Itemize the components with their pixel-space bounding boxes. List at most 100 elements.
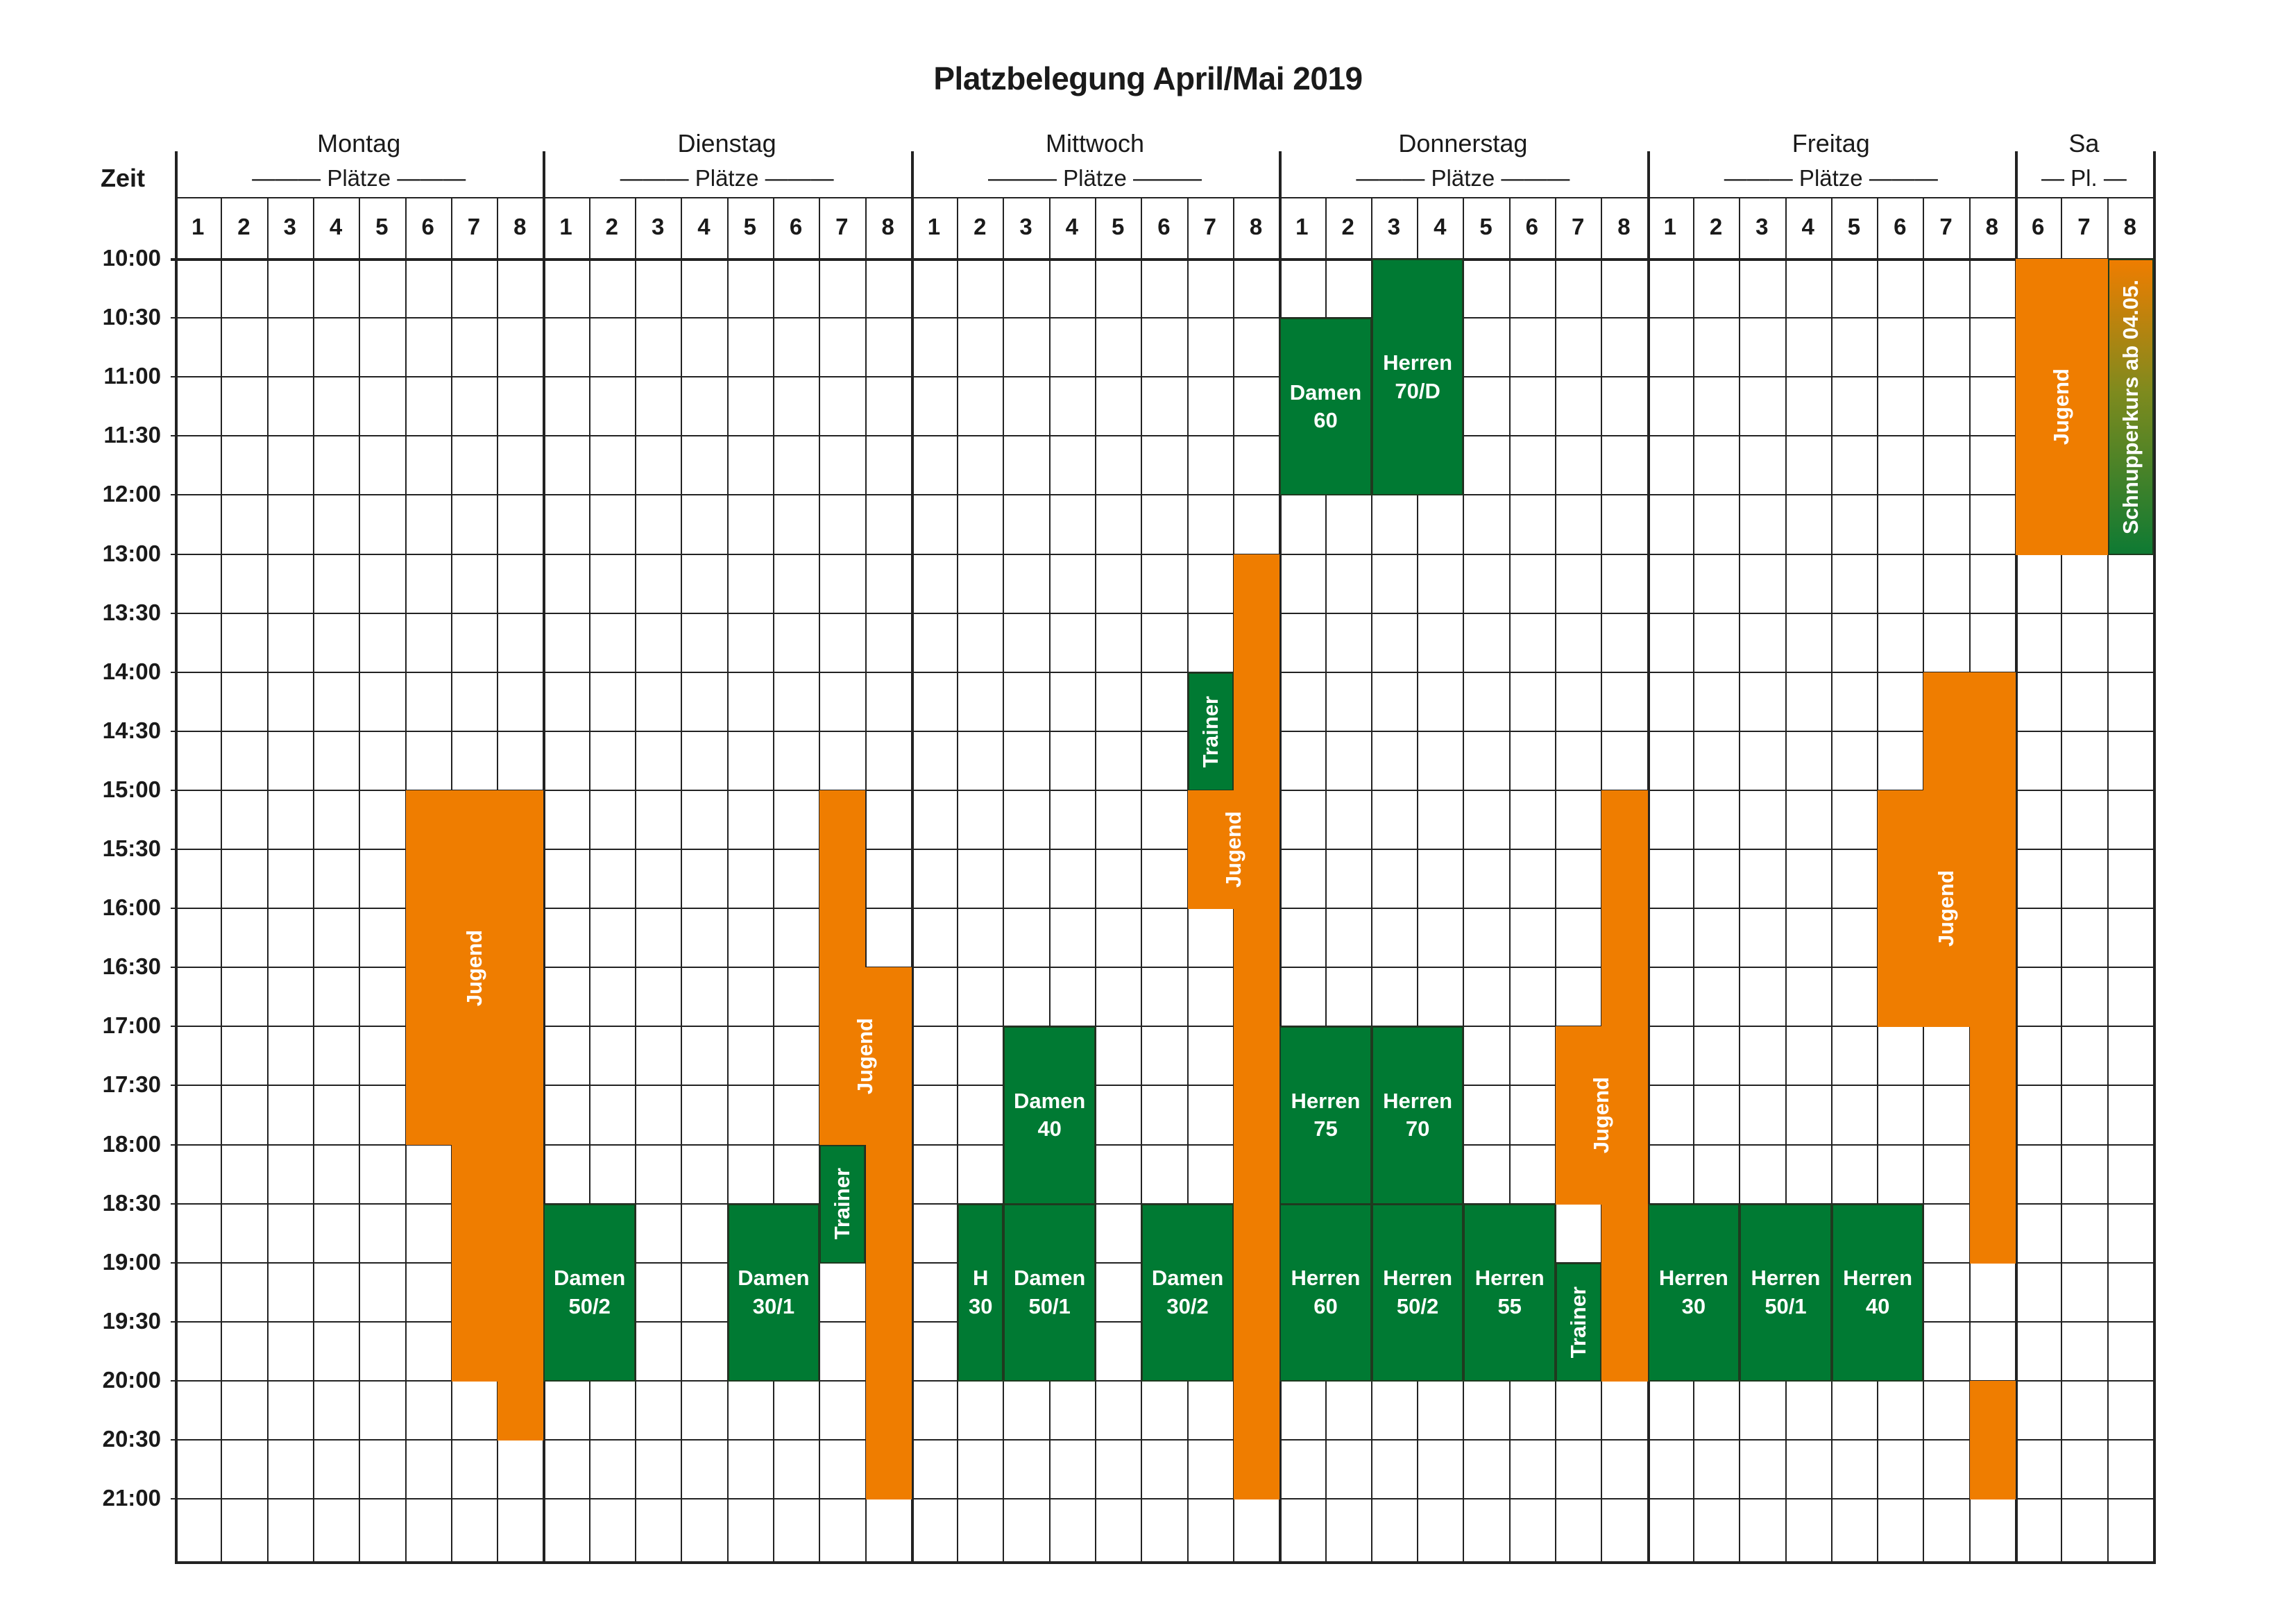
- court-number: 7: [1203, 214, 1216, 239]
- booking-block[interactable]: Herren 30: [1647, 1203, 1740, 1382]
- day-separator: [1647, 151, 1650, 1564]
- header-line: [175, 197, 2153, 198]
- grid-hline: [171, 376, 2153, 378]
- time-label: 16:30: [102, 953, 161, 980]
- court-number: 6: [789, 214, 803, 239]
- booking-label: Schnupperkurs ab 04.05.: [2118, 279, 2143, 534]
- booking-block[interactable]: [1969, 1026, 2016, 1264]
- court-number: 7: [835, 214, 849, 239]
- court-number: 1: [559, 214, 572, 239]
- booking-block[interactable]: H 30: [958, 1203, 1004, 1382]
- court-number: 4: [1801, 214, 1814, 239]
- booking-block[interactable]: Damen 30/2: [1141, 1203, 1234, 1382]
- booking-label: H 30: [969, 1266, 993, 1318]
- booking-block[interactable]: Trainer: [819, 1144, 866, 1264]
- booking-label: Jugend: [1221, 811, 1245, 888]
- booking-block[interactable]: Jugend: [819, 967, 912, 1146]
- booking-block[interactable]: Herren 60: [1279, 1203, 1372, 1382]
- booking-block[interactable]: [1601, 1203, 1648, 1382]
- time-label: 11:00: [103, 363, 161, 389]
- booking-label: Herren 70/D: [1383, 350, 1453, 403]
- court-number: 1: [1295, 214, 1309, 239]
- day-header-0: Montag: [317, 129, 401, 158]
- grid-vline: [588, 197, 590, 1564]
- booking-block[interactable]: Trainer: [1187, 672, 1234, 791]
- time-label: 13:00: [102, 540, 161, 566]
- court-number: 3: [283, 214, 296, 239]
- booking-label: Herren 50/1: [1751, 1266, 1821, 1318]
- booking-block[interactable]: Jugend: [405, 790, 544, 1146]
- booking-block[interactable]: Damen 60: [1279, 318, 1372, 496]
- grid-vline: [312, 197, 314, 1564]
- booking-block[interactable]: Herren 50/1: [1740, 1203, 1832, 1382]
- booking-block[interactable]: [865, 1144, 912, 1500]
- booking-block[interactable]: [1923, 672, 2016, 791]
- grid-hline: [171, 1439, 2153, 1441]
- day-subheader-2: ——— Plätze ———: [987, 165, 1202, 191]
- grid-vline: [1095, 197, 1096, 1564]
- grid-vline: [266, 197, 269, 1564]
- day-header-4: Freitag: [1792, 129, 1870, 158]
- booking-label: Jugend: [2049, 368, 2074, 445]
- grid-hline: [171, 612, 2153, 614]
- booking-block[interactable]: [819, 790, 866, 969]
- booking-block[interactable]: Damen 40: [1003, 1026, 1096, 1205]
- booking-block[interactable]: [1233, 554, 1280, 1500]
- grid-hline: [171, 1026, 2153, 1028]
- court-number: 7: [467, 214, 481, 239]
- grid-vline: [1463, 197, 1465, 1564]
- court-number: 8: [513, 214, 527, 239]
- court-number: 5: [743, 214, 756, 239]
- day-separator: [1279, 151, 1282, 1564]
- booking-block[interactable]: Herren 55: [1463, 1203, 1556, 1382]
- booking-block[interactable]: Schnupperkurs ab 04.05.: [2107, 259, 2154, 555]
- booking-block[interactable]: Jugend: [2016, 259, 2108, 555]
- time-label: 10:30: [102, 304, 161, 330]
- grid-hline: [171, 435, 2153, 437]
- booking-block[interactable]: Herren 50/2: [1371, 1203, 1464, 1382]
- booking-label: Herren 60: [1291, 1266, 1361, 1318]
- court-number: 7: [1939, 214, 1953, 239]
- court-number: 6: [1894, 214, 1907, 239]
- booking-block[interactable]: Herren 75: [1279, 1026, 1372, 1205]
- booking-label: Damen 30/1: [738, 1266, 810, 1318]
- booking-block[interactable]: Jugend: [1878, 790, 2016, 1028]
- grid-hline: [171, 494, 2153, 496]
- booking-label: Damen 50/2: [554, 1266, 626, 1318]
- day-subheader-5: — Pl. —: [2041, 165, 2127, 191]
- booking-block[interactable]: [1601, 790, 1648, 1028]
- court-number: 4: [697, 214, 711, 239]
- booking-block[interactable]: Damen 50/2: [543, 1203, 636, 1382]
- day-subheader-0: ——— Plätze ———: [252, 165, 466, 191]
- grid-hline: [171, 789, 2153, 791]
- booking-block[interactable]: [451, 1144, 544, 1382]
- court-number: 2: [1341, 214, 1354, 239]
- grid-vline: [1739, 197, 1741, 1564]
- grid-vline: [635, 197, 636, 1564]
- booking-label: Jugend: [1934, 870, 1959, 947]
- booking-block[interactable]: Jugend: [1556, 1026, 1648, 1205]
- court-number: 5: [1847, 214, 1861, 239]
- booking-block[interactable]: [1969, 1380, 2016, 1500]
- grid-vline: [1325, 197, 1327, 1564]
- booking-block[interactable]: Herren 70/D: [1371, 259, 1464, 496]
- time-label: 15:00: [102, 776, 161, 802]
- grid-hline: [171, 967, 2153, 969]
- day-header-1: Dienstag: [677, 129, 776, 158]
- time-label: 18:30: [102, 1189, 161, 1216]
- booking-block[interactable]: Damen 30/1: [727, 1203, 820, 1382]
- booking-block[interactable]: [498, 1380, 544, 1441]
- grid-vline: [1370, 197, 1372, 1564]
- booking-block[interactable]: Trainer: [1556, 1262, 1602, 1382]
- grid-hline: [171, 1085, 2153, 1087]
- day-separator: [175, 151, 178, 1564]
- day-header-2: Mittwoch: [1045, 129, 1145, 158]
- day-separator: [543, 151, 546, 1564]
- booking-block[interactable]: Jugend: [1187, 790, 1280, 910]
- booking-block[interactable]: Herren 40: [1831, 1203, 1924, 1382]
- court-number: 7: [2077, 214, 2091, 239]
- booking-block[interactable]: Damen 50/1: [1003, 1203, 1096, 1382]
- court-number: 5: [1479, 214, 1493, 239]
- booking-block[interactable]: Herren 70: [1371, 1026, 1464, 1205]
